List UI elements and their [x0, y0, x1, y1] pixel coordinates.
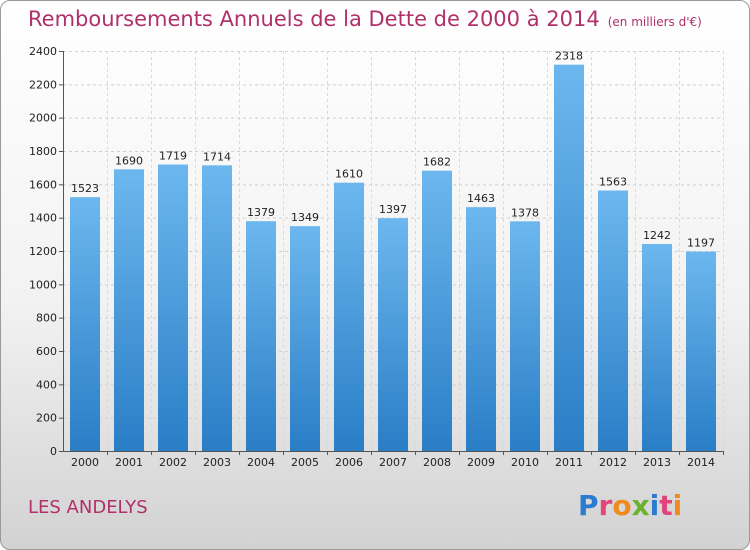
y-tick-label: 1000 — [29, 278, 57, 291]
value-label-2002: 1719 — [159, 150, 187, 163]
bar-2008 — [422, 170, 452, 451]
logo-letter: x — [631, 489, 650, 522]
value-label-2004: 1379 — [247, 206, 275, 219]
logo-letter: i — [672, 489, 683, 522]
bar-2014 — [686, 251, 716, 451]
value-label-2011: 2318 — [555, 50, 583, 63]
bar-2005 — [290, 226, 320, 451]
y-tick-label: 1200 — [29, 245, 57, 258]
bars — [70, 64, 716, 452]
bar-2013 — [642, 244, 672, 451]
value-label-2014: 1197 — [687, 237, 715, 250]
logo-letter: i — [649, 489, 660, 522]
y-tick-label: 1600 — [29, 178, 57, 191]
value-label-2013: 1242 — [643, 229, 671, 242]
logo-letter: t — [659, 489, 673, 522]
bar-2012 — [598, 190, 628, 451]
bar-2002 — [158, 164, 188, 451]
value-label-2012: 1563 — [599, 176, 627, 189]
axes: 0 200 400 600 800 1000 1200 1400 1600 1800 2000 220… — [29, 45, 724, 469]
y-tick-label: 2000 — [29, 112, 57, 125]
bar-2010 — [510, 221, 540, 451]
chart-unit: (en milliers d'€) — [607, 15, 702, 29]
y-tick-label: 2400 — [29, 45, 57, 58]
bar-2006 — [334, 182, 364, 451]
value-label-2009: 1463 — [467, 192, 495, 205]
x-tick-label-2004: 2004 — [247, 456, 275, 469]
y-tick-label: 1400 — [29, 212, 57, 225]
x-tick-label-2000: 2000 — [71, 456, 99, 469]
y-tick-label: 200 — [36, 412, 57, 425]
x-tick-label-2009: 2009 — [467, 456, 495, 469]
x-tick-label-2001: 2001 — [115, 456, 143, 469]
x-tick-label-2012: 2012 — [599, 456, 627, 469]
location-name: LES ANDELYS — [28, 497, 148, 518]
logo-letter: o — [612, 489, 632, 522]
bar-2003 — [202, 165, 232, 452]
bar-2000 — [70, 197, 100, 451]
y-tick-label: 400 — [36, 378, 57, 391]
x-tick-label-2010: 2010 — [511, 456, 539, 469]
x-tick-label-2005: 2005 — [291, 456, 319, 469]
x-tick-label-2013: 2013 — [643, 456, 671, 469]
bar-2001 — [114, 169, 144, 452]
y-tick-label: 0 — [50, 445, 57, 458]
bar-2004 — [246, 221, 276, 451]
y-tick-label: 2200 — [29, 78, 57, 91]
value-label-2010: 1378 — [511, 206, 539, 219]
x-tick-label-2002: 2002 — [159, 456, 187, 469]
value-label-2006: 1610 — [335, 168, 363, 181]
value-label-2008: 1682 — [423, 156, 451, 169]
value-label-2007: 1397 — [379, 203, 407, 216]
value-label-2005: 1349 — [291, 211, 319, 224]
value-label-2001: 1690 — [115, 154, 143, 167]
y-tick-label: 1800 — [29, 145, 57, 158]
chart-title-text: Remboursements Annuels de la Dette de 20… — [28, 7, 600, 31]
logo-letter: r — [598, 489, 613, 522]
value-label-2000: 1523 — [71, 182, 99, 195]
bar-2011 — [554, 64, 584, 451]
proxiti-logo: Proxiti — [578, 489, 682, 522]
x-tick-label-2008: 2008 — [423, 456, 451, 469]
chart-title: Remboursements Annuels de la Dette de 20… — [28, 7, 702, 31]
value-label-2003: 1714 — [203, 150, 231, 163]
logo-letter: P — [578, 489, 599, 522]
value-labels: 1523 1690 1719 1714 1379 1349 1610 1397 1682 1463… — [71, 50, 715, 250]
x-tick-label-2011: 2011 — [555, 456, 583, 469]
bar-2009 — [466, 207, 496, 451]
x-tick-label-2006: 2006 — [335, 456, 363, 469]
x-tick-label-2014: 2014 — [687, 456, 715, 469]
bar-2007 — [378, 218, 408, 451]
y-tick-label: 600 — [36, 345, 57, 358]
y-tick-label: 800 — [36, 312, 57, 325]
x-tick-label-2007: 2007 — [379, 456, 407, 469]
x-tick-label-2003: 2003 — [203, 456, 231, 469]
